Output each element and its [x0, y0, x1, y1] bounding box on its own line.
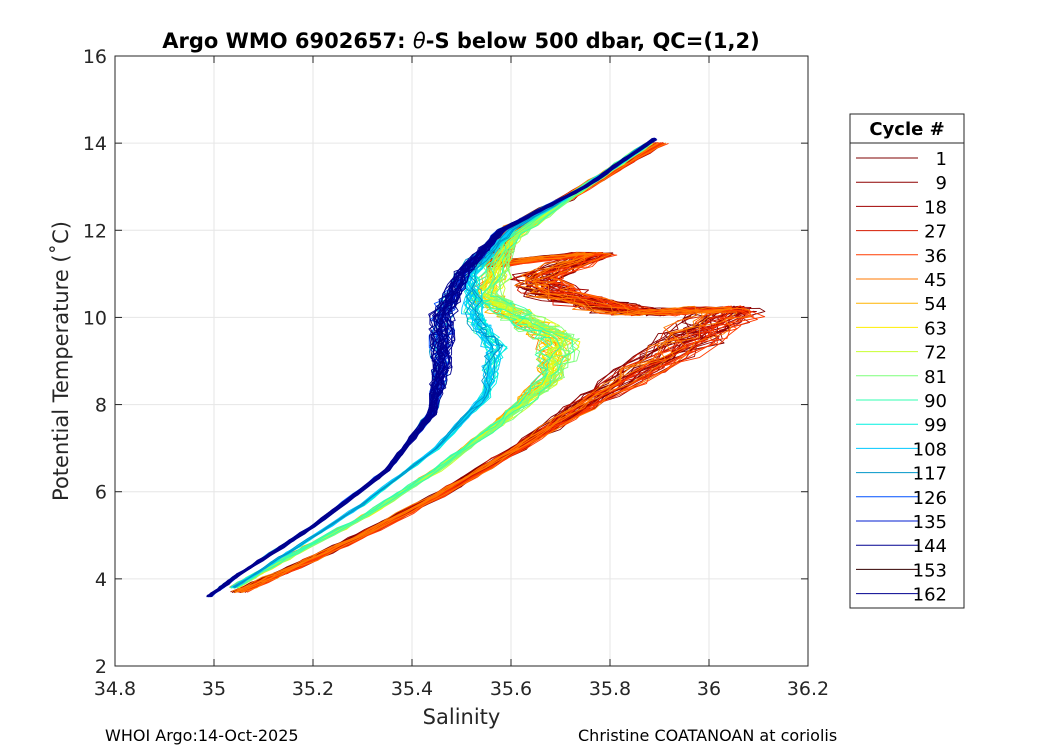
- legend-label: 144: [913, 536, 947, 557]
- legend-label: 72: [924, 343, 947, 364]
- legend-label: 45: [924, 270, 947, 291]
- x-tick-label: 35: [202, 678, 226, 700]
- legend-label: 135: [913, 512, 947, 533]
- profile-line: [234, 142, 652, 589]
- legend-entries: 1 9 18 27 36 45 54 63 72 81 90 99 108 117 126 135 144 153…: [856, 149, 947, 606]
- title-prefix: Argo WMO 6902657:: [162, 29, 413, 53]
- title-suffix: -S below 500 dbar, QC=(1,2): [426, 29, 760, 53]
- title-theta-symbol: θ: [413, 29, 426, 53]
- y-tick-label: 4: [95, 569, 107, 591]
- footer-right-credit: Christine COATANOAN at coriolis: [578, 726, 838, 745]
- legend-label: 1: [936, 149, 947, 170]
- profile-line: [207, 138, 655, 597]
- legend-box: [849, 113, 965, 609]
- plot-area: [115, 56, 808, 666]
- chart-title: Argo WMO 6902657: θ-S below 500 dbar, QC…: [162, 29, 759, 53]
- x-tick-label: 34.8: [94, 678, 136, 700]
- legend-label: 63: [924, 318, 947, 339]
- profile-line: [235, 142, 652, 589]
- legend-label: 27: [924, 222, 947, 243]
- legend-label: 54: [924, 294, 947, 315]
- x-tick-label: 35.8: [589, 678, 631, 700]
- y-tick-label: 14: [83, 133, 107, 155]
- legend-label: 117: [913, 464, 947, 485]
- legend-label: 9: [936, 173, 947, 194]
- x-tick-label: 35.6: [490, 678, 532, 700]
- legend-label: 126: [913, 488, 947, 509]
- legend: Cycle # 19182736455463728190991081171261…: [849, 113, 965, 609]
- legend-label: 162: [913, 585, 947, 606]
- x-tick-label: 36: [697, 678, 721, 700]
- legend-label: 90: [924, 391, 947, 412]
- profile-line: [211, 137, 656, 598]
- x-tick-label: 36.2: [787, 678, 829, 700]
- y-tick-label: 8: [95, 395, 107, 417]
- legend-label: 81: [924, 367, 947, 388]
- legend-label: 153: [913, 560, 947, 581]
- y-tick-label: 16: [83, 46, 107, 68]
- profile-line: [234, 142, 653, 589]
- axis-ticks: 34.8 35 35.2 35.4 35.6 35.8 36 36.2 2 4 6 8 10 12 14 16: [83, 46, 829, 700]
- legend-label: 36: [924, 246, 947, 267]
- y-tick-label: 12: [83, 220, 107, 242]
- data-lines: [206, 137, 766, 598]
- x-axis-label: Salinity: [423, 705, 501, 729]
- legend-title: Cycle #: [869, 119, 944, 140]
- legend-label: 108: [913, 439, 947, 460]
- axes-box: [114, 55, 809, 667]
- legend-label: 18: [924, 197, 947, 218]
- x-tick-label: 35.4: [391, 678, 433, 700]
- x-tick-label: 35.2: [292, 678, 334, 700]
- footer-left-credit: WHOI Argo:14-Oct-2025: [105, 726, 299, 745]
- y-tick-label: 6: [95, 482, 107, 504]
- legend-label: 99: [924, 415, 947, 436]
- y-tick-label: 10: [83, 307, 107, 329]
- y-tick-label: 2: [95, 656, 107, 678]
- y-axis-label: Potential Temperature (˚C): [49, 221, 73, 501]
- profile-line: [230, 142, 647, 589]
